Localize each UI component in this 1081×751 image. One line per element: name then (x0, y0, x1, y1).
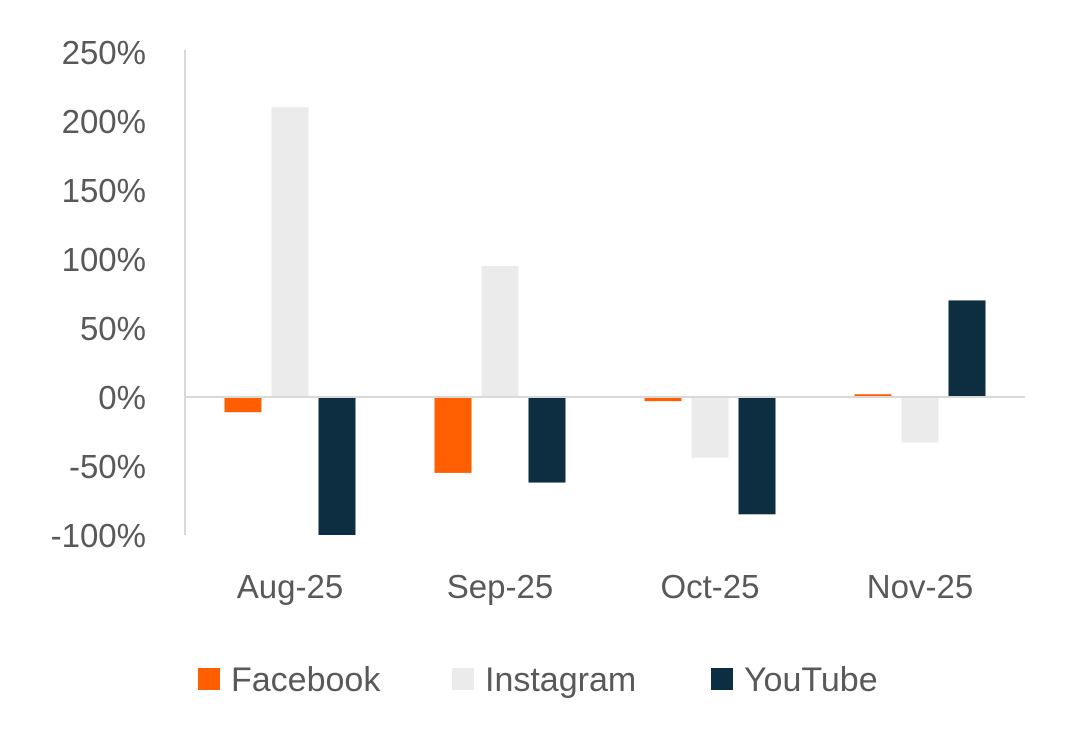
bars (224, 107, 986, 535)
y-tick-label: -50% (69, 448, 146, 485)
bar-youtube-aug-25 (318, 397, 356, 535)
legend: Facebook Instagram YouTube (198, 661, 878, 699)
y-tick-label: 100% (62, 241, 146, 278)
legend-label: Instagram (485, 661, 636, 699)
bar-youtube-oct-25 (738, 397, 776, 515)
bar-youtube-nov-25 (948, 300, 986, 397)
y-tick-label: 50% (80, 310, 146, 347)
bar-youtube-sep-25 (528, 397, 566, 483)
bar-facebook-aug-25 (224, 397, 262, 413)
bar-instagram-nov-25 (901, 397, 939, 443)
y-axis: 250% 200% 150% 100% 50% 0% -50% -100% (51, 34, 186, 554)
x-tick-label: Sep-25 (447, 568, 553, 605)
x-tick-label: Aug-25 (237, 568, 343, 605)
x-tick-label: Oct-25 (660, 568, 759, 605)
legend-item-instagram: Instagram (452, 661, 636, 699)
bar-instagram-sep-25 (481, 265, 519, 397)
legend-label: YouTube (744, 661, 878, 699)
y-tick-label: -100% (51, 517, 146, 554)
y-tick-label: 150% (62, 172, 146, 209)
x-tick-label: Nov-25 (867, 568, 973, 605)
bar-facebook-oct-25 (644, 397, 682, 402)
bar-instagram-oct-25 (691, 397, 729, 458)
legend-item-youtube: YouTube (711, 661, 878, 699)
legend-swatch (198, 668, 220, 690)
x-axis: Aug-25 Sep-25 Oct-25 Nov-25 (185, 396, 1025, 605)
bar-facebook-sep-25 (434, 397, 472, 473)
legend-item-facebook: Facebook (198, 661, 381, 699)
y-tick-label: 250% (62, 34, 146, 71)
legend-swatch (711, 668, 733, 690)
y-tick-label: 200% (62, 103, 146, 140)
legend-swatch (452, 668, 474, 690)
bar-instagram-aug-25 (271, 107, 309, 397)
y-tick-label: 0% (98, 379, 146, 416)
bar-facebook-nov-25 (854, 394, 892, 397)
legend-label: Facebook (231, 661, 381, 699)
